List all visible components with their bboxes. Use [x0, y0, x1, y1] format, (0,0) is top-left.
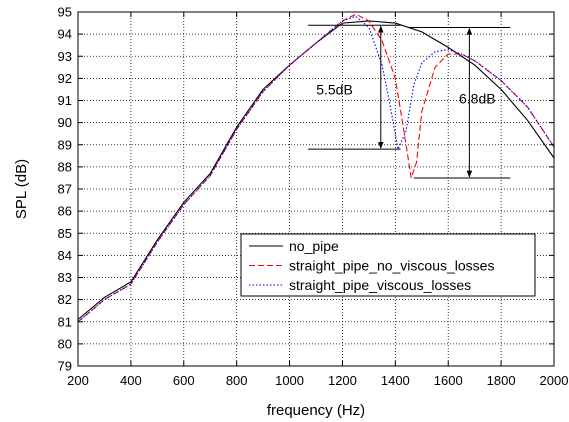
x-tick-label: 600: [173, 373, 195, 388]
y-tick-label: 95: [58, 5, 72, 20]
y-tick-label: 82: [58, 292, 72, 307]
y-tick-label: 91: [58, 93, 72, 108]
annotation-layer: 5.5dB 6.8dB: [308, 24, 511, 179]
legend: no_pipe straight_pipe_no_viscous_lossesst…: [240, 233, 536, 297]
legend-label: straight_pipe_viscous_losses: [289, 277, 471, 293]
x-tick-label: 400: [120, 373, 142, 388]
y-axis-title: SPL (dB): [13, 159, 30, 219]
axis-layer: 200 400 600 800 1000 1200 1400 1600 1800 2000 79 80…: [58, 5, 569, 389]
y-tick-label: 90: [58, 115, 72, 130]
annotation-label: 5.5dB: [316, 81, 353, 97]
legend-label: no_pipe: [289, 238, 339, 254]
x-tick-label: 1000: [275, 373, 304, 388]
x-tick-label: 1800: [487, 373, 516, 388]
x-axis-title: frequency (Hz): [267, 402, 365, 419]
y-tick-label: 84: [58, 248, 72, 263]
y-tick-label: 80: [58, 336, 72, 351]
series-layer: [77, 13, 555, 323]
y-tick-label: 83: [58, 270, 72, 285]
y-tick-label: 86: [58, 204, 72, 219]
y-tick-label: 93: [58, 49, 72, 64]
x-tick-label: 200: [67, 373, 89, 388]
x-tick-label: 1400: [381, 373, 410, 388]
legend-box: [240, 233, 536, 297]
y-tick-label: 85: [58, 226, 72, 241]
y-tick-label: 81: [58, 314, 72, 329]
y-tick-label: 79: [58, 359, 72, 374]
x-tick-label: 800: [226, 373, 248, 388]
y-tick-label: 87: [58, 182, 72, 197]
y-tick-label: 94: [58, 27, 72, 42]
x-tick-label: 1600: [434, 373, 463, 388]
x-tick-label: 1200: [328, 373, 357, 388]
series-line-straight_pipe_no_viscous_losses: [77, 13, 555, 323]
legend-label: straight_pipe_no_viscous_losses: [289, 258, 494, 274]
x-tick-label: 2000: [540, 373, 569, 388]
annotation-label: 6.8dB: [459, 90, 496, 106]
y-tick-label: 92: [58, 71, 72, 86]
y-tick-label: 88: [58, 159, 72, 174]
y-tick-label: 89: [58, 137, 72, 152]
